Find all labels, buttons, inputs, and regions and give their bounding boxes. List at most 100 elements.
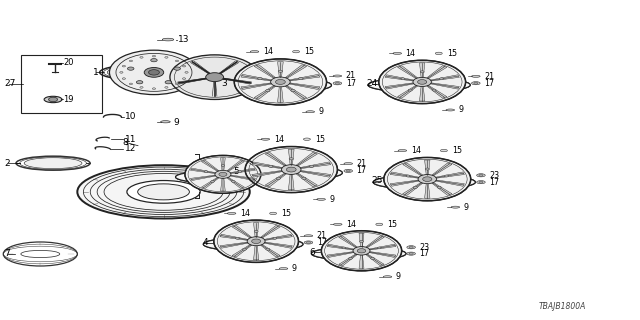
Text: 10: 10 (125, 113, 136, 122)
Circle shape (321, 231, 402, 271)
Circle shape (413, 186, 417, 188)
Polygon shape (427, 66, 447, 79)
Circle shape (182, 65, 186, 67)
Polygon shape (327, 244, 354, 250)
Circle shape (422, 177, 432, 181)
Circle shape (185, 72, 188, 73)
Circle shape (175, 83, 179, 85)
Text: 21: 21 (356, 159, 367, 168)
Circle shape (136, 81, 143, 84)
Ellipse shape (368, 78, 470, 92)
Polygon shape (230, 168, 255, 173)
Polygon shape (419, 86, 425, 101)
Circle shape (236, 237, 239, 239)
Polygon shape (285, 85, 307, 99)
Polygon shape (365, 236, 384, 248)
Circle shape (150, 59, 157, 62)
Circle shape (254, 230, 258, 232)
Text: 8: 8 (122, 138, 128, 147)
Ellipse shape (344, 169, 353, 172)
Text: 15: 15 (282, 209, 292, 218)
Polygon shape (365, 254, 384, 266)
Text: 15: 15 (305, 47, 314, 56)
Ellipse shape (477, 174, 485, 177)
Polygon shape (260, 225, 280, 238)
Circle shape (109, 50, 198, 95)
Text: 6: 6 (310, 248, 316, 257)
Ellipse shape (204, 237, 303, 251)
Polygon shape (241, 83, 271, 90)
Polygon shape (190, 175, 216, 180)
Circle shape (401, 78, 405, 80)
Text: 14: 14 (411, 146, 420, 155)
Text: 22: 22 (195, 71, 207, 80)
Ellipse shape (261, 138, 269, 140)
Ellipse shape (440, 149, 447, 152)
Circle shape (120, 72, 123, 73)
Text: 1: 1 (93, 68, 99, 77)
Circle shape (409, 246, 413, 248)
Polygon shape (230, 175, 255, 180)
Text: 17: 17 (484, 79, 494, 88)
Ellipse shape (182, 74, 192, 77)
Ellipse shape (21, 250, 60, 258)
Polygon shape (419, 63, 425, 77)
Circle shape (49, 97, 58, 102)
Circle shape (360, 241, 364, 243)
Ellipse shape (175, 171, 265, 183)
Polygon shape (278, 62, 284, 77)
Text: 9: 9 (292, 264, 297, 273)
Circle shape (357, 249, 366, 253)
Ellipse shape (77, 165, 250, 219)
Polygon shape (190, 168, 216, 173)
Polygon shape (390, 180, 419, 186)
Circle shape (379, 60, 466, 104)
Circle shape (273, 237, 277, 239)
Circle shape (346, 170, 350, 172)
Polygon shape (241, 74, 271, 81)
Text: 17: 17 (489, 178, 499, 187)
Polygon shape (296, 173, 317, 187)
Polygon shape (403, 163, 423, 176)
Polygon shape (264, 234, 292, 240)
Polygon shape (289, 83, 320, 90)
Polygon shape (327, 252, 354, 257)
Text: 19: 19 (63, 95, 74, 104)
Circle shape (221, 164, 225, 166)
Circle shape (289, 158, 293, 160)
Text: 13: 13 (177, 35, 189, 44)
Text: 3: 3 (221, 79, 227, 88)
Ellipse shape (333, 82, 342, 85)
Text: 18: 18 (242, 81, 253, 90)
Circle shape (252, 239, 260, 244)
Polygon shape (289, 74, 320, 81)
Polygon shape (359, 233, 364, 247)
Circle shape (266, 248, 269, 250)
Text: 14: 14 (406, 49, 415, 58)
Circle shape (353, 247, 370, 255)
Ellipse shape (472, 82, 480, 85)
Circle shape (174, 67, 180, 70)
Ellipse shape (304, 241, 313, 244)
Circle shape (127, 67, 134, 70)
Circle shape (420, 71, 424, 73)
Circle shape (152, 55, 156, 57)
Circle shape (122, 65, 125, 67)
Ellipse shape (303, 138, 310, 140)
Circle shape (205, 73, 223, 82)
Circle shape (413, 77, 431, 86)
Polygon shape (260, 244, 280, 257)
Ellipse shape (383, 276, 392, 278)
Polygon shape (253, 246, 259, 260)
Polygon shape (397, 66, 418, 79)
Ellipse shape (44, 96, 62, 103)
Text: 20: 20 (63, 58, 74, 67)
Circle shape (378, 247, 381, 249)
Polygon shape (227, 160, 244, 172)
Polygon shape (254, 85, 276, 99)
Polygon shape (252, 171, 282, 177)
Circle shape (432, 89, 436, 91)
Text: 21: 21 (317, 231, 327, 240)
Circle shape (140, 87, 143, 88)
Text: 23: 23 (419, 243, 429, 252)
